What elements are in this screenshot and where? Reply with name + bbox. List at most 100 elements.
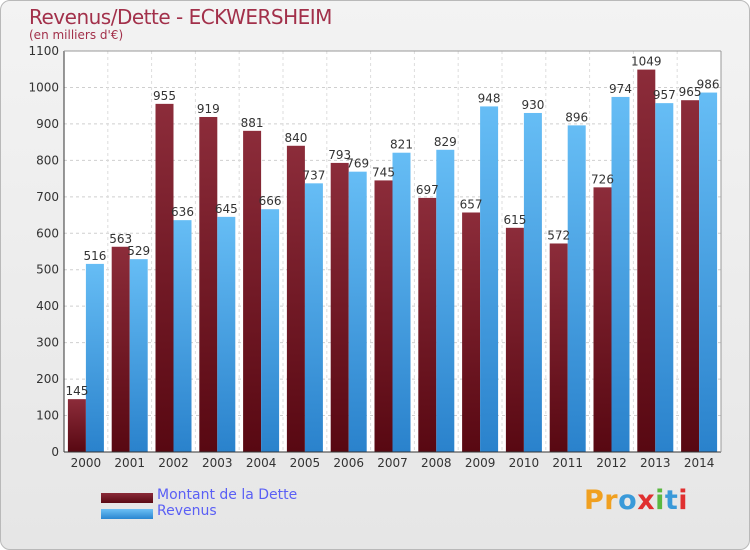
data-label-revenus: 645 xyxy=(215,202,238,216)
bar-revenus xyxy=(699,92,718,453)
data-label-dette: 955 xyxy=(153,89,176,103)
data-label-revenus: 516 xyxy=(83,249,106,263)
bar-revenus xyxy=(655,103,674,452)
data-label-revenus: 821 xyxy=(390,138,413,152)
bar-dette xyxy=(549,243,568,452)
data-label-revenus: 896 xyxy=(565,110,588,124)
data-label-revenus: 948 xyxy=(478,91,501,105)
bar-dette xyxy=(155,103,174,452)
x-tick-label: 2000 xyxy=(71,456,102,470)
data-label-dette: 965 xyxy=(679,85,702,99)
y-tick-label: 0 xyxy=(51,445,59,459)
data-label-revenus: 529 xyxy=(127,244,150,258)
bar-revenus xyxy=(480,106,499,452)
legend-swatch-dette xyxy=(101,493,153,503)
data-label-dette: 745 xyxy=(372,165,395,179)
bar-revenus xyxy=(567,125,586,452)
bar-revenus xyxy=(436,149,455,453)
bar-dette xyxy=(418,197,437,452)
y-tick-label: 400 xyxy=(36,299,59,313)
x-tick-label: 2002 xyxy=(158,456,189,470)
data-label-revenus: 737 xyxy=(302,168,325,182)
bar-revenus xyxy=(304,183,323,452)
logo-letter: i xyxy=(655,485,665,516)
bar-dette xyxy=(593,187,612,452)
bar-revenus xyxy=(611,96,630,452)
x-tick-label: 2014 xyxy=(684,456,715,470)
data-label-dette: 919 xyxy=(197,102,220,116)
data-label-revenus: 974 xyxy=(609,82,632,96)
y-tick-label: 200 xyxy=(36,372,59,386)
x-tick-label: 2011 xyxy=(552,456,583,470)
x-tick-label: 2006 xyxy=(333,456,364,470)
bar-dette xyxy=(637,69,656,452)
data-label-revenus: 636 xyxy=(171,205,194,219)
proxiti-logo: Proxiti xyxy=(584,487,688,514)
logo-letter: P xyxy=(584,485,605,516)
bar-revenus xyxy=(129,259,148,452)
bar-dette xyxy=(505,227,524,452)
data-label-dette: 145 xyxy=(65,384,88,398)
y-tick-label: 700 xyxy=(36,190,59,204)
bar-revenus xyxy=(217,216,236,452)
data-label-dette: 840 xyxy=(284,131,307,145)
bar-revenus xyxy=(173,220,192,452)
logo-letter: x xyxy=(637,485,656,516)
data-label-dette: 563 xyxy=(109,232,132,246)
legend-label-dette: Montant de la Dette xyxy=(157,487,298,503)
bar-dette xyxy=(111,246,130,452)
y-tick-label: 1000 xyxy=(28,80,59,94)
bar-dette xyxy=(462,212,481,452)
bar-dette xyxy=(330,162,349,452)
y-tick-label: 100 xyxy=(36,409,59,423)
chart-subtitle: (en milliers d'€) xyxy=(29,28,124,42)
bar-dette xyxy=(681,100,700,453)
y-tick-label: 500 xyxy=(36,263,59,277)
data-label-dette: 881 xyxy=(241,116,264,130)
bar-dette xyxy=(67,399,86,452)
x-tick-label: 2012 xyxy=(596,456,627,470)
data-label-dette: 615 xyxy=(503,213,526,227)
bar-dette xyxy=(199,116,218,452)
data-label-revenus: 957 xyxy=(653,88,676,102)
bar-revenus xyxy=(523,112,542,453)
bar-dette xyxy=(243,130,262,452)
logo-letter: t xyxy=(664,485,679,516)
logo-letter: i xyxy=(678,485,689,516)
data-label-revenus: 829 xyxy=(434,135,457,149)
x-tick-label: 2001 xyxy=(114,456,145,470)
x-tick-label: 2009 xyxy=(465,456,496,470)
legend-label-revenus: Revenus xyxy=(157,503,217,519)
x-tick-label: 2004 xyxy=(246,456,277,470)
data-label-dette: 572 xyxy=(547,228,570,242)
bar-dette xyxy=(374,180,393,452)
data-label-revenus: 769 xyxy=(346,157,369,171)
data-label-dette: 657 xyxy=(460,197,483,211)
x-tick-label: 2013 xyxy=(640,456,671,470)
y-tick-label: 800 xyxy=(36,153,59,167)
bar-revenus xyxy=(348,171,367,452)
x-tick-label: 2005 xyxy=(290,456,321,470)
data-label-dette: 793 xyxy=(328,148,351,162)
data-label-revenus: 666 xyxy=(259,194,282,208)
bar-dette xyxy=(286,145,305,453)
data-label-revenus: 986 xyxy=(697,78,720,92)
x-tick-label: 2003 xyxy=(202,456,233,470)
data-label-dette: 697 xyxy=(416,183,439,197)
data-label-dette: 726 xyxy=(591,172,614,186)
chart-title: Revenus/Dette - ECKWERSHEIM xyxy=(29,5,332,29)
y-tick-label: 900 xyxy=(36,117,59,131)
y-tick-label: 300 xyxy=(36,336,59,350)
x-tick-label: 2008 xyxy=(421,456,452,470)
bar-revenus xyxy=(85,263,104,452)
x-tick-label: 2010 xyxy=(509,456,540,470)
logo-letter: r xyxy=(604,485,619,516)
logo-letter: o xyxy=(618,485,638,516)
y-tick-label: 600 xyxy=(36,226,59,240)
x-tick-label: 2007 xyxy=(377,456,408,470)
data-label-revenus: 930 xyxy=(521,98,544,112)
legend-swatch-revenus xyxy=(101,509,153,519)
bar-revenus xyxy=(392,152,411,452)
